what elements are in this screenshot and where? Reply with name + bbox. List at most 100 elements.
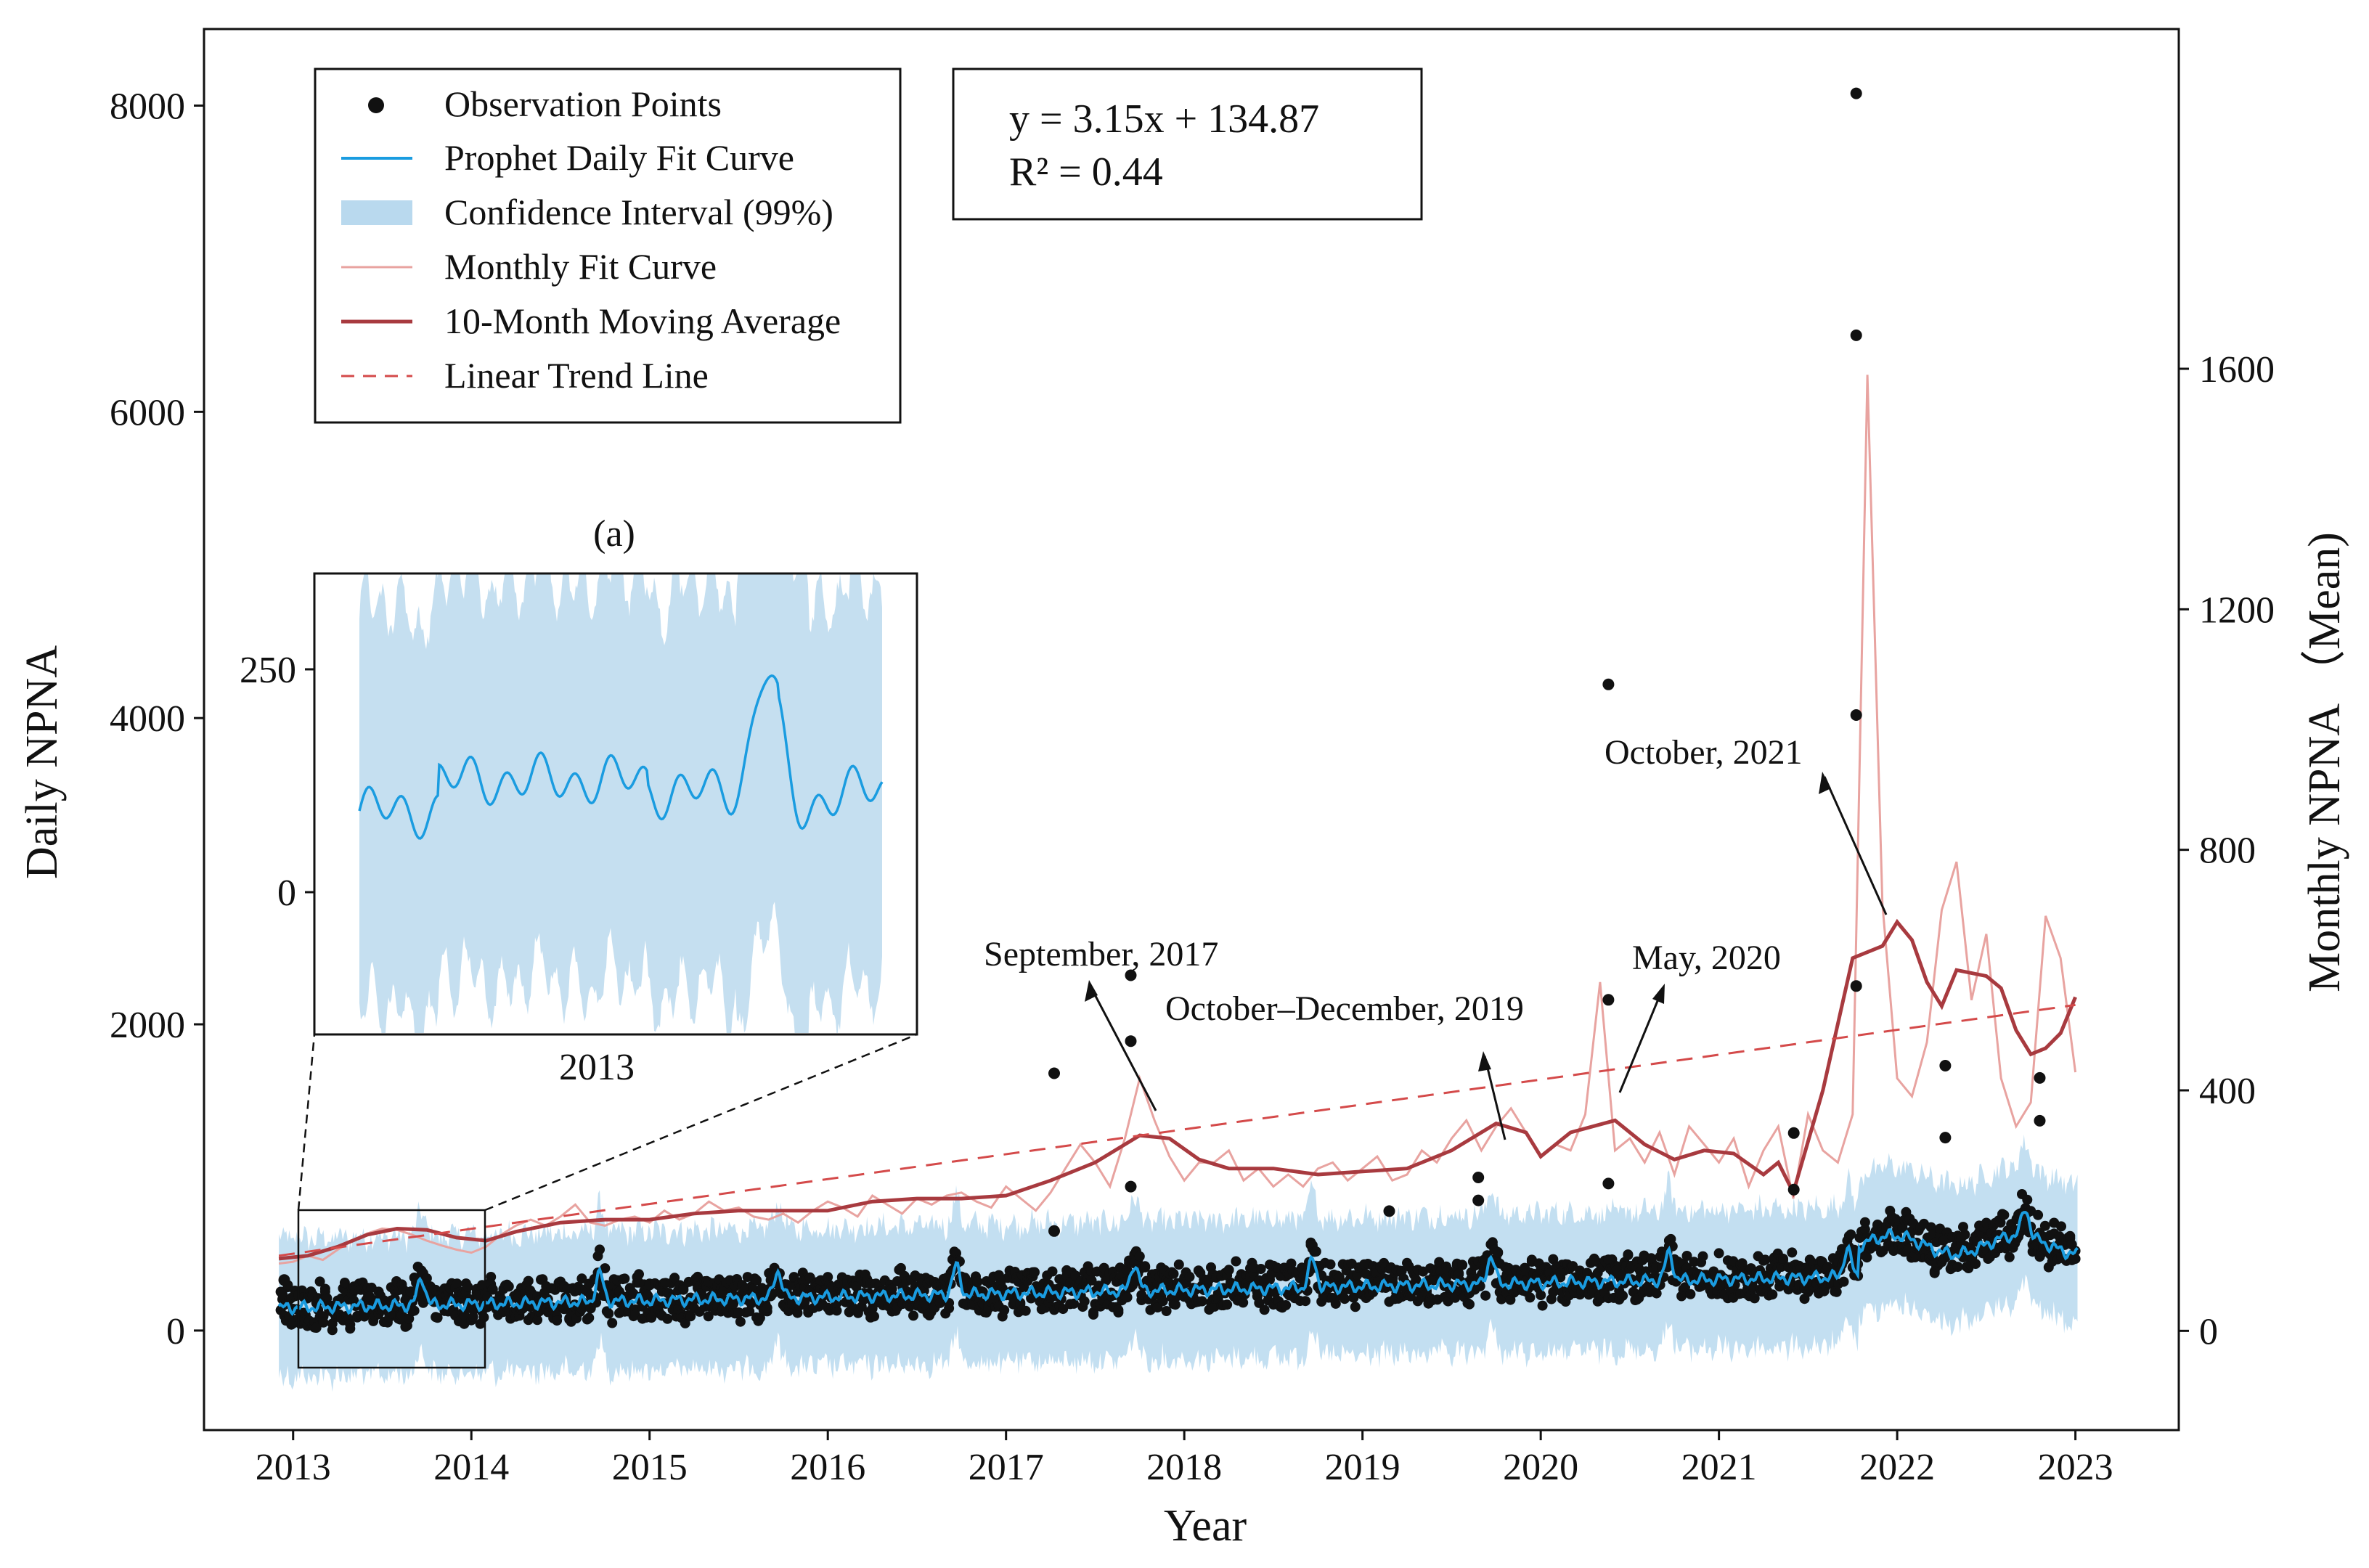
x-tick-label-2022: 2022	[1859, 1447, 1935, 1488]
observation-point	[1995, 1217, 2006, 1228]
observation-point	[1168, 1268, 1179, 1279]
x-tick-label-2016: 2016	[790, 1447, 865, 1488]
observation-point	[1787, 1247, 1798, 1258]
observation-point	[2004, 1251, 2015, 1262]
observation-point	[1069, 1298, 1079, 1309]
annotation-oct-dec-2019: October–December, 2019	[1165, 989, 1524, 1028]
annotation-arrowhead-sep-2017	[1085, 980, 1098, 1002]
observation-outlier	[1125, 1180, 1137, 1193]
observation-outlier	[1939, 1060, 1952, 1071]
observation-point	[1340, 1294, 1350, 1304]
x-tick-label-2023: 2023	[2038, 1447, 2113, 1488]
observation-point	[1859, 1224, 1870, 1235]
observation-outlier	[1602, 1177, 1615, 1190]
observation-point	[1029, 1267, 1040, 1278]
observation-point	[960, 1273, 971, 1283]
y-left-tick-label-2000: 2000	[110, 1005, 185, 1046]
observation-point	[523, 1275, 534, 1286]
observation-point	[1760, 1254, 1771, 1265]
observation-point	[503, 1281, 514, 1292]
observation-point	[1238, 1297, 1249, 1308]
observation-point	[1020, 1305, 1031, 1316]
observation-point	[662, 1313, 673, 1324]
observation-point	[2039, 1220, 2050, 1231]
y-right-axis-ticks: 0 400 800 1200 1600	[2179, 349, 2275, 1352]
observation-point	[1254, 1297, 1265, 1308]
legend: Observation Points Prophet Daily Fit Cur…	[314, 68, 902, 424]
observation-point	[1334, 1272, 1345, 1283]
observation-point	[607, 1318, 618, 1328]
y-right-tick-label-800: 800	[2199, 830, 2256, 872]
observation-point	[1958, 1222, 1968, 1233]
observation-point	[1555, 1285, 1566, 1296]
annotations: September, 2017 October–December, 2019 M…	[984, 733, 1888, 1140]
observation-point	[735, 1316, 746, 1327]
observation-point	[1846, 1229, 1856, 1240]
x-axis-title: Year	[1164, 1501, 1247, 1551]
legend-label-prophet: Prophet Daily Fit Curve	[444, 137, 794, 178]
observation-point	[1952, 1262, 1963, 1273]
zoom-region-box	[297, 1209, 486, 1369]
observation-point	[1685, 1289, 1696, 1299]
observation-point	[972, 1276, 983, 1287]
observation-point	[1361, 1268, 1371, 1279]
observation-outlier	[1787, 1127, 1800, 1139]
observation-point	[1999, 1209, 2010, 1220]
observation-point	[934, 1297, 945, 1308]
observation-point	[478, 1312, 489, 1323]
x-tick-label-2014: 2014	[433, 1447, 509, 1488]
observation-point	[1697, 1251, 1708, 1262]
observation-point	[1325, 1259, 1336, 1270]
zoom-connector-left	[297, 1034, 316, 1211]
inset-panel: 250 0 (a) 2013	[240, 513, 918, 1088]
observation-point	[486, 1272, 497, 1282]
x-tick-label-2020: 2020	[1503, 1447, 1578, 1488]
observation-point	[2022, 1194, 2033, 1205]
observation-point	[1330, 1298, 1341, 1309]
observation-point	[1480, 1290, 1491, 1301]
observation-point	[459, 1310, 470, 1320]
x-axis-ticks: 2013 2014 2015 2016 2017 2018 2019 2020 2021 2022…	[256, 1430, 2113, 1488]
observation-point	[999, 1304, 1010, 1315]
observation-point	[703, 1311, 714, 1322]
moving-average-line	[278, 918, 2077, 1261]
observation-point	[409, 1305, 420, 1316]
observation-outlier	[1472, 1194, 1485, 1206]
x-tick-label-2019: 2019	[1325, 1447, 1400, 1488]
y-left-axis-title: Daily NPNA	[17, 645, 67, 879]
observation-point	[1173, 1259, 1184, 1270]
observation-point	[314, 1276, 325, 1287]
inset-frame	[313, 572, 918, 1036]
inset-daily-fit	[358, 674, 884, 840]
observation-point	[584, 1312, 595, 1323]
annotation-arrowhead-oct-dec-2019	[1478, 1051, 1491, 1071]
y-left-axis-ticks: 0 2000 4000 6000 8000	[110, 86, 204, 1352]
observation-point	[1088, 1309, 1098, 1320]
legend-marker-confidence	[341, 200, 412, 225]
x-tick-label-2018: 2018	[1146, 1447, 1222, 1488]
linear-trend-line	[278, 1003, 2076, 1257]
observation-point	[634, 1269, 644, 1280]
observation-point	[1352, 1270, 1363, 1281]
observation-point	[468, 1311, 478, 1322]
observation-point	[345, 1323, 356, 1334]
observation-point	[277, 1289, 288, 1299]
observation-point	[1259, 1304, 1270, 1315]
observation-point	[603, 1308, 614, 1319]
observation-outlier	[1125, 1035, 1137, 1048]
observation-point	[678, 1284, 689, 1295]
annotation-arrow-sep-2017	[1088, 983, 1157, 1111]
y-right-axis-title: Monthly NPNA （Mean)	[2300, 532, 2349, 992]
observation-point	[1161, 1306, 1172, 1316]
observation-point	[432, 1312, 443, 1323]
observation-point	[1537, 1300, 1548, 1311]
equation-frame	[952, 68, 1423, 221]
observation-point	[908, 1310, 918, 1321]
observation-point	[1286, 1258, 1297, 1269]
observation-point	[1157, 1296, 1168, 1307]
x-tick-label-2021: 2021	[1681, 1447, 1757, 1488]
observation-point	[1525, 1292, 1536, 1303]
equation-box: y = 3.15x + 134.87 R² = 0.44	[952, 68, 1423, 221]
inset-ytick-label-0: 0	[277, 873, 296, 914]
